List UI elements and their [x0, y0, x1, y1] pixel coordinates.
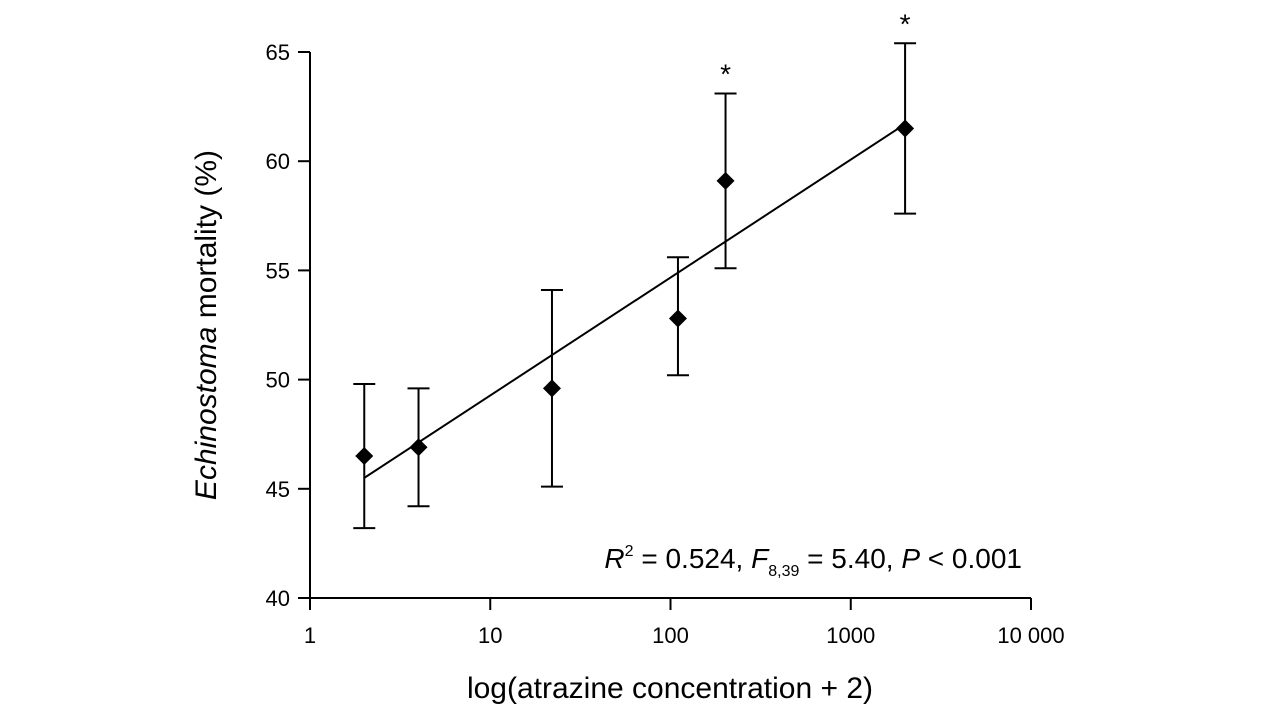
r-value: = 0.524,	[634, 543, 752, 574]
r-exponent: 2	[625, 543, 634, 560]
data-point-group	[540, 289, 563, 488]
data-point-marker	[409, 438, 428, 457]
y-tick-label: 40	[266, 586, 290, 611]
x-tick-label: 1000	[826, 623, 875, 648]
y-axis-title-rest: mortality (%)	[190, 150, 223, 327]
significance-marker: *	[720, 58, 731, 89]
regression-line	[363, 123, 906, 479]
f-symbol: F	[751, 543, 770, 574]
y-tick-label: 60	[266, 149, 290, 174]
data-point-group	[407, 387, 430, 508]
x-axis-title: log(atrazine concentration + 2)	[467, 672, 873, 705]
f-value: = 5.40,	[799, 543, 901, 574]
y-axis-title: Echinostoma mortality (%)	[190, 150, 223, 500]
y-tick-label: 45	[266, 477, 290, 502]
axes: 40 45 50 55 60 65 1 10 100 1000 10 000	[266, 40, 1065, 648]
y-axis-title-italic: Echinostoma	[190, 327, 223, 500]
fit-line-group	[363, 123, 906, 479]
p-value: < 0.001	[920, 543, 1022, 574]
x-tick-label: 1	[304, 623, 316, 648]
data-point-marker	[668, 309, 687, 328]
data-point-group	[666, 256, 689, 377]
r-symbol: R	[604, 543, 624, 574]
data-point-marker	[355, 447, 374, 466]
data-points: **	[353, 8, 917, 530]
x-tick-label: 100	[652, 623, 689, 648]
x-tick-label: 10	[478, 623, 502, 648]
p-symbol: P	[901, 543, 920, 574]
data-point-group: *	[894, 8, 917, 215]
f-subscript: 8,39	[768, 563, 799, 580]
stat-annotation: R2 = 0.524, F8,39 = 5.40, P < 0.001	[604, 543, 1022, 580]
y-tick-label: 55	[266, 258, 290, 283]
data-point-marker	[896, 119, 915, 138]
data-point-group: *	[714, 58, 737, 270]
y-tick-label: 50	[266, 368, 290, 393]
y-tick-label: 65	[266, 40, 290, 65]
data-point-marker	[716, 171, 735, 190]
x-tick-label: 10 000	[997, 623, 1064, 648]
significance-marker: *	[900, 8, 911, 39]
data-point-group	[353, 382, 376, 530]
data-point-marker	[542, 379, 561, 398]
